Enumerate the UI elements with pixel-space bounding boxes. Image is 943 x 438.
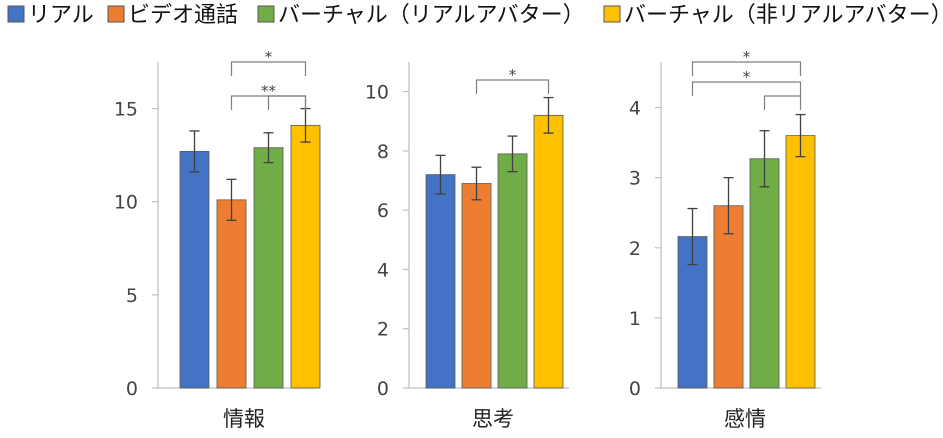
legend-label: ビデオ通話 — [128, 3, 238, 28]
y-tick-label: 10 — [365, 82, 389, 104]
bar — [749, 158, 780, 389]
bar — [179, 151, 210, 389]
bar — [216, 199, 247, 389]
legend-swatch — [257, 5, 275, 23]
legend-label: バーチャル（非リアルアバター） — [624, 3, 943, 28]
significance-label: * — [743, 68, 751, 86]
significance-bracket — [763, 95, 802, 110]
y-tick-label: 15 — [114, 99, 138, 121]
bar — [253, 147, 284, 389]
legend-label: バーチャル（リアルアバター） — [278, 3, 585, 28]
significance-label: * — [265, 48, 273, 66]
significance-bracket — [267, 95, 307, 110]
significance-label: * — [509, 66, 517, 84]
x-category-label: 感情 — [724, 407, 766, 431]
y-tick-label: 6 — [377, 200, 389, 222]
legend: リアル ビデオ通話 バーチャル（リアルアバター） バーチャル（非リアルアバター） — [7, 3, 943, 28]
y-tick-label: 5 — [126, 285, 138, 307]
y-tick-label: 3 — [629, 168, 641, 190]
bar — [713, 205, 744, 389]
y-tick-label: 10 — [114, 192, 138, 214]
x-category-label: 思考 — [472, 407, 514, 431]
bar — [461, 183, 492, 389]
legend-swatch — [603, 5, 621, 23]
y-tick-label: 4 — [377, 259, 389, 281]
x-category-label: 情報 — [223, 407, 265, 431]
y-tick-label: 0 — [629, 378, 641, 400]
y-tick-label: 0 — [126, 378, 138, 400]
significance-bracket — [230, 61, 307, 76]
legend-swatch — [107, 5, 125, 23]
panel-思考: 0 2 4 6 8 10 * 思考 — [365, 62, 569, 431]
panel-感情: 0 1 2 3 4 * * 感情 — [629, 48, 821, 431]
significance-bracket — [691, 81, 802, 96]
legend-swatch — [7, 5, 25, 23]
significance-label: * — [743, 48, 751, 66]
significance-bracket — [691, 61, 802, 76]
bar — [785, 135, 816, 389]
y-tick-label: 0 — [377, 378, 389, 400]
bar — [425, 174, 456, 389]
y-tick-label: 8 — [377, 141, 389, 163]
significance-bracket — [475, 79, 550, 94]
y-tick-label: 2 — [629, 238, 641, 260]
bar — [497, 153, 528, 389]
bar — [290, 124, 321, 389]
bar — [533, 114, 564, 389]
y-tick-label: 1 — [629, 308, 641, 330]
legend-label: リアル — [28, 3, 94, 28]
y-tick-label: 2 — [377, 319, 389, 341]
y-tick-label: 4 — [629, 98, 641, 120]
